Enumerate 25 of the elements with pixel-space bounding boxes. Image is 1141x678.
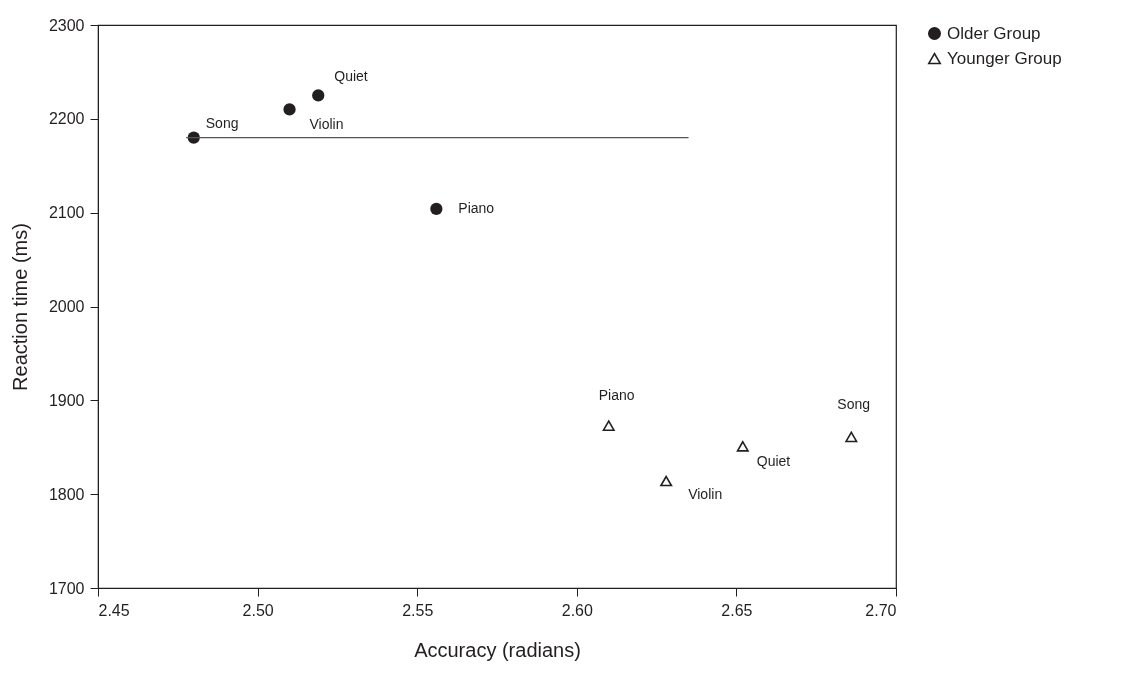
x-tick-label: 2.65: [721, 601, 753, 619]
annotation: Piano: [458, 199, 495, 216]
x-tick-label: 2.60: [561, 601, 593, 619]
x-tick-label: 2.50: [242, 601, 274, 619]
annotation: Violin: [309, 116, 344, 133]
legend-label: Older Group: [947, 23, 1041, 43]
legend-label: Younger Group: [947, 48, 1062, 68]
x-tick-label: 2.45: [98, 601, 130, 619]
y-tick-label: 1800: [48, 485, 85, 503]
annotation: Song: [837, 395, 871, 412]
y-tick-label: 2100: [48, 204, 85, 222]
annotation: Violin: [688, 486, 723, 503]
annotation: Piano: [598, 386, 635, 403]
x-tick-label: 2.55: [402, 601, 434, 619]
annotation: Quiet: [334, 68, 368, 85]
y-tick-label: 2000: [48, 298, 85, 315]
y-axis-title: Reaction time (ms): [8, 223, 31, 391]
y-tick-label: 2200: [48, 110, 85, 128]
y-tick-label: 2300: [48, 16, 85, 34]
x-tick-label: 2.70: [865, 601, 897, 619]
annotation: Quiet: [756, 453, 791, 470]
y-tick-label: 1900: [48, 391, 85, 409]
annotation: Song: [205, 114, 239, 131]
x-axis-title: Accuracy (radians): [414, 638, 581, 661]
y-tick-label: 1700: [48, 579, 85, 597]
